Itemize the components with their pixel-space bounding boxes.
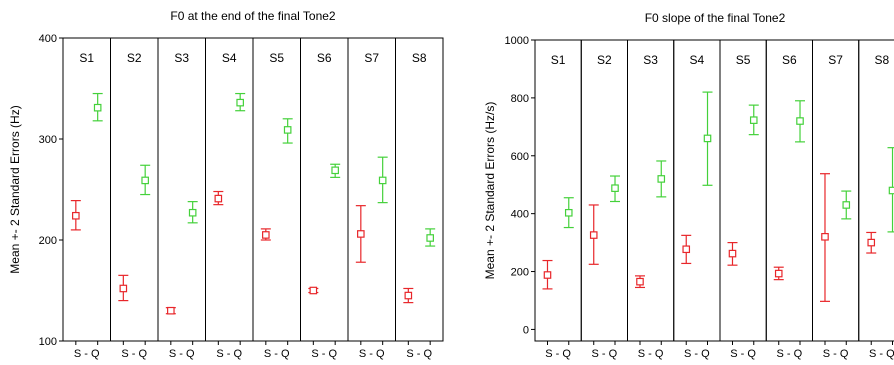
x-tick-label: S - Q — [730, 348, 756, 360]
mean-marker-q — [93, 103, 102, 112]
panel-frame — [534, 39, 582, 342]
panel-label: S7 — [364, 51, 379, 65]
y-axis-label: Mean +- 2 Standard Errors (Hz/s) — [483, 102, 497, 280]
panel-label: S4 — [690, 53, 705, 67]
panel-label: S2 — [127, 51, 142, 65]
mean-marker-q — [611, 184, 619, 192]
mean-marker-q — [749, 116, 758, 124]
panel-label: S7 — [828, 53, 843, 67]
x-tick-label: S - Q — [169, 348, 195, 360]
mean-marker-s — [636, 277, 644, 286]
mean-marker-s — [357, 230, 365, 238]
y-tick-label: 800 — [511, 93, 529, 105]
panel-frame — [395, 37, 444, 342]
panel-frame — [205, 37, 254, 342]
panel-label: S8 — [875, 53, 890, 67]
panel-frame — [719, 39, 767, 342]
panel-label: S5 — [736, 53, 751, 67]
mean-marker-q — [331, 166, 339, 175]
chart-title: F0 slope of the final Tone2 — [645, 11, 786, 25]
mean-marker-s — [589, 231, 598, 239]
mean-marker-s — [867, 238, 876, 247]
x-tick-label: S - Q — [592, 348, 618, 360]
mean-marker-q — [426, 234, 434, 242]
y-tick-label: 200 — [39, 235, 57, 247]
panel-label: S3 — [643, 53, 658, 67]
panel-frame — [347, 37, 396, 342]
mean-marker-s — [262, 231, 270, 239]
panel-label: S8 — [412, 51, 427, 65]
x-tick-label: S - Q — [869, 348, 894, 360]
y-axis-label: Mean +- 2 Standard Errors (Hz) — [8, 105, 22, 273]
panel-frame — [62, 37, 111, 342]
y-tick-label: 400 — [511, 209, 529, 221]
panel-label: S2 — [597, 53, 612, 67]
mean-marker-q — [657, 175, 666, 183]
x-tick-label: S - Q — [545, 348, 571, 360]
panel-frame — [580, 39, 628, 342]
panel-frame — [110, 37, 159, 342]
y-tick-label: 200 — [511, 267, 529, 279]
x-tick-label: S - Q — [359, 348, 385, 360]
panel-frame — [300, 37, 349, 342]
panel-label: S4 — [222, 51, 237, 65]
mean-marker-s — [774, 269, 783, 278]
x-tick-label: S - Q — [311, 348, 337, 360]
panel-label: S5 — [269, 51, 284, 65]
mean-marker-s — [728, 249, 737, 258]
y-tick-label: 600 — [511, 151, 529, 163]
x-tick-label: S - Q — [684, 348, 710, 360]
panel-label: S6 — [782, 53, 797, 67]
panel-frame — [252, 37, 301, 342]
mean-marker-q — [703, 134, 712, 143]
y-tick-label: 1000 — [505, 35, 529, 47]
x-tick-label: S - Q — [216, 348, 242, 360]
mean-marker-q — [796, 117, 804, 125]
y-tick-label: 0 — [523, 324, 529, 336]
panel-frame — [858, 39, 894, 342]
mean-marker-s — [682, 245, 691, 254]
panel-label: S6 — [317, 51, 332, 65]
panel-frame — [627, 39, 675, 342]
x-tick-label: S - Q — [406, 348, 432, 360]
mean-marker-s — [167, 306, 175, 315]
x-tick-label: S - Q — [823, 348, 849, 360]
x-tick-label: S - Q — [638, 348, 664, 360]
chart-title: F0 at the end of the final Tone2 — [170, 9, 336, 23]
mean-marker-q — [188, 208, 197, 217]
mean-marker-s — [309, 286, 318, 295]
mean-marker-q — [236, 98, 244, 107]
mean-marker-q — [378, 176, 387, 185]
mean-marker-q — [283, 126, 292, 134]
mean-marker-s — [543, 271, 552, 279]
x-tick-label: S - Q — [777, 348, 803, 360]
panel-label: S3 — [174, 51, 189, 65]
y-tick-label: 100 — [39, 336, 57, 348]
mean-marker-q — [842, 201, 851, 209]
mean-marker-s — [214, 194, 223, 203]
mean-marker-q — [141, 176, 149, 185]
mean-marker-s — [404, 291, 413, 300]
panel-label: S1 — [551, 53, 566, 67]
y-tick-label: 400 — [39, 33, 57, 45]
x-tick-label: S - Q — [264, 348, 290, 360]
panel-frame — [765, 39, 813, 342]
mean-marker-s — [821, 233, 829, 241]
mean-marker-q — [888, 186, 894, 195]
panel-frame — [812, 39, 860, 342]
mean-marker-s — [119, 284, 128, 293]
mean-marker-s — [72, 211, 80, 220]
panel-label: S1 — [79, 51, 94, 65]
panel-frame — [673, 39, 721, 342]
panel-frame — [157, 37, 206, 342]
mean-marker-q — [564, 208, 573, 217]
y-tick-label: 300 — [39, 134, 57, 146]
x-tick-label: S - Q — [121, 348, 147, 360]
x-tick-label: S - Q — [74, 348, 100, 360]
